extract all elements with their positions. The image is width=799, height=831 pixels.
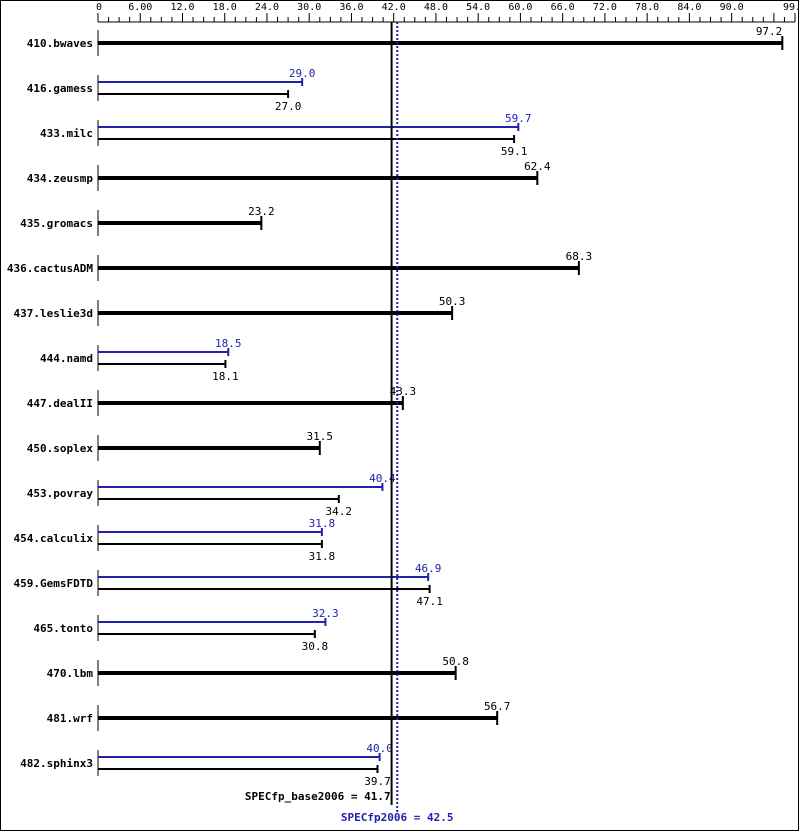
x-tick-label: 6.00 (128, 2, 152, 13)
base-value-label: 97.2 (756, 25, 783, 38)
x-tick-label: 18.0 (213, 2, 237, 13)
x-tick-label: 42.0 (382, 2, 406, 13)
x-tick-label: 0 (96, 2, 102, 13)
base-value-label: 43.3 (390, 385, 417, 398)
peak-value-label: 32.3 (312, 607, 339, 620)
x-tick-label: 48.0 (424, 2, 448, 13)
benchmark-label: 435.gromacs (20, 217, 93, 230)
benchmark-label: 470.lbm (47, 667, 94, 680)
peak-reference-label: SPECfp2006 = 42.5 (341, 811, 454, 824)
base-value-label: 68.3 (566, 250, 593, 263)
x-tick-label: 60.0 (508, 2, 532, 13)
x-tick-label: 99.0 (783, 2, 799, 13)
base-value-label: 31.5 (307, 430, 334, 443)
x-tick-label: 12.0 (170, 2, 194, 13)
base-value-label: 27.0 (275, 100, 302, 113)
benchmark-label: 437.leslie3d (14, 307, 93, 320)
benchmark-label: 433.milc (40, 127, 93, 140)
x-tick-label: 72.0 (593, 2, 617, 13)
base-value-label: 34.2 (326, 505, 353, 518)
base-value-label: 18.1 (212, 370, 239, 383)
base-value-label: 31.8 (309, 550, 336, 563)
x-tick-label: 36.0 (339, 2, 363, 13)
base-value-label: 39.7 (364, 775, 391, 788)
peak-value-label: 40.0 (366, 742, 393, 755)
benchmark-label: 481.wrf (47, 712, 93, 725)
benchmark-label: 447.dealII (27, 397, 93, 410)
benchmark-label: 465.tonto (33, 622, 93, 635)
benchmark-label: 482.sphinx3 (20, 757, 93, 770)
benchmark-label: 453.povray (27, 487, 94, 500)
base-value-label: 30.8 (302, 640, 329, 653)
base-value-label: 50.3 (439, 295, 466, 308)
peak-value-label: 18.5 (215, 337, 242, 350)
benchmark-label: 454.calculix (14, 532, 94, 545)
peak-value-label: 46.9 (415, 562, 442, 575)
benchmark-label: 459.GemsFDTD (14, 577, 94, 590)
x-tick-label: 90.0 (720, 2, 744, 13)
benchmark-label: 444.namd (40, 352, 93, 365)
x-tick-label: 78.0 (635, 2, 659, 13)
x-tick-label: 66.0 (551, 2, 575, 13)
base-value-label: 23.2 (248, 205, 275, 218)
x-tick-label: 30.0 (297, 2, 321, 13)
peak-value-label: 31.8 (309, 517, 336, 530)
peak-value-label: 29.0 (289, 67, 316, 80)
benchmark-label: 416.gamess (27, 82, 93, 95)
base-reference-label: SPECfp_base2006 = 41.7 (245, 790, 391, 803)
x-tick-label: 24.0 (255, 2, 279, 13)
benchmark-label: 436.cactusADM (7, 262, 93, 275)
x-tick-label: 84.0 (677, 2, 701, 13)
benchmark-label: 434.zeusmp (27, 172, 94, 185)
benchmark-label: 410.bwaves (27, 37, 93, 50)
base-value-label: 47.1 (416, 595, 443, 608)
benchmark-label: 450.soplex (27, 442, 94, 455)
peak-value-label: 59.7 (505, 112, 532, 125)
peak-value-label: 40.4 (369, 472, 396, 485)
base-value-label: 59.1 (501, 145, 528, 158)
x-tick-label: 54.0 (466, 2, 490, 13)
base-value-label: 62.4 (524, 160, 551, 173)
base-value-label: 50.8 (442, 655, 469, 668)
base-value-label: 56.7 (484, 700, 511, 713)
